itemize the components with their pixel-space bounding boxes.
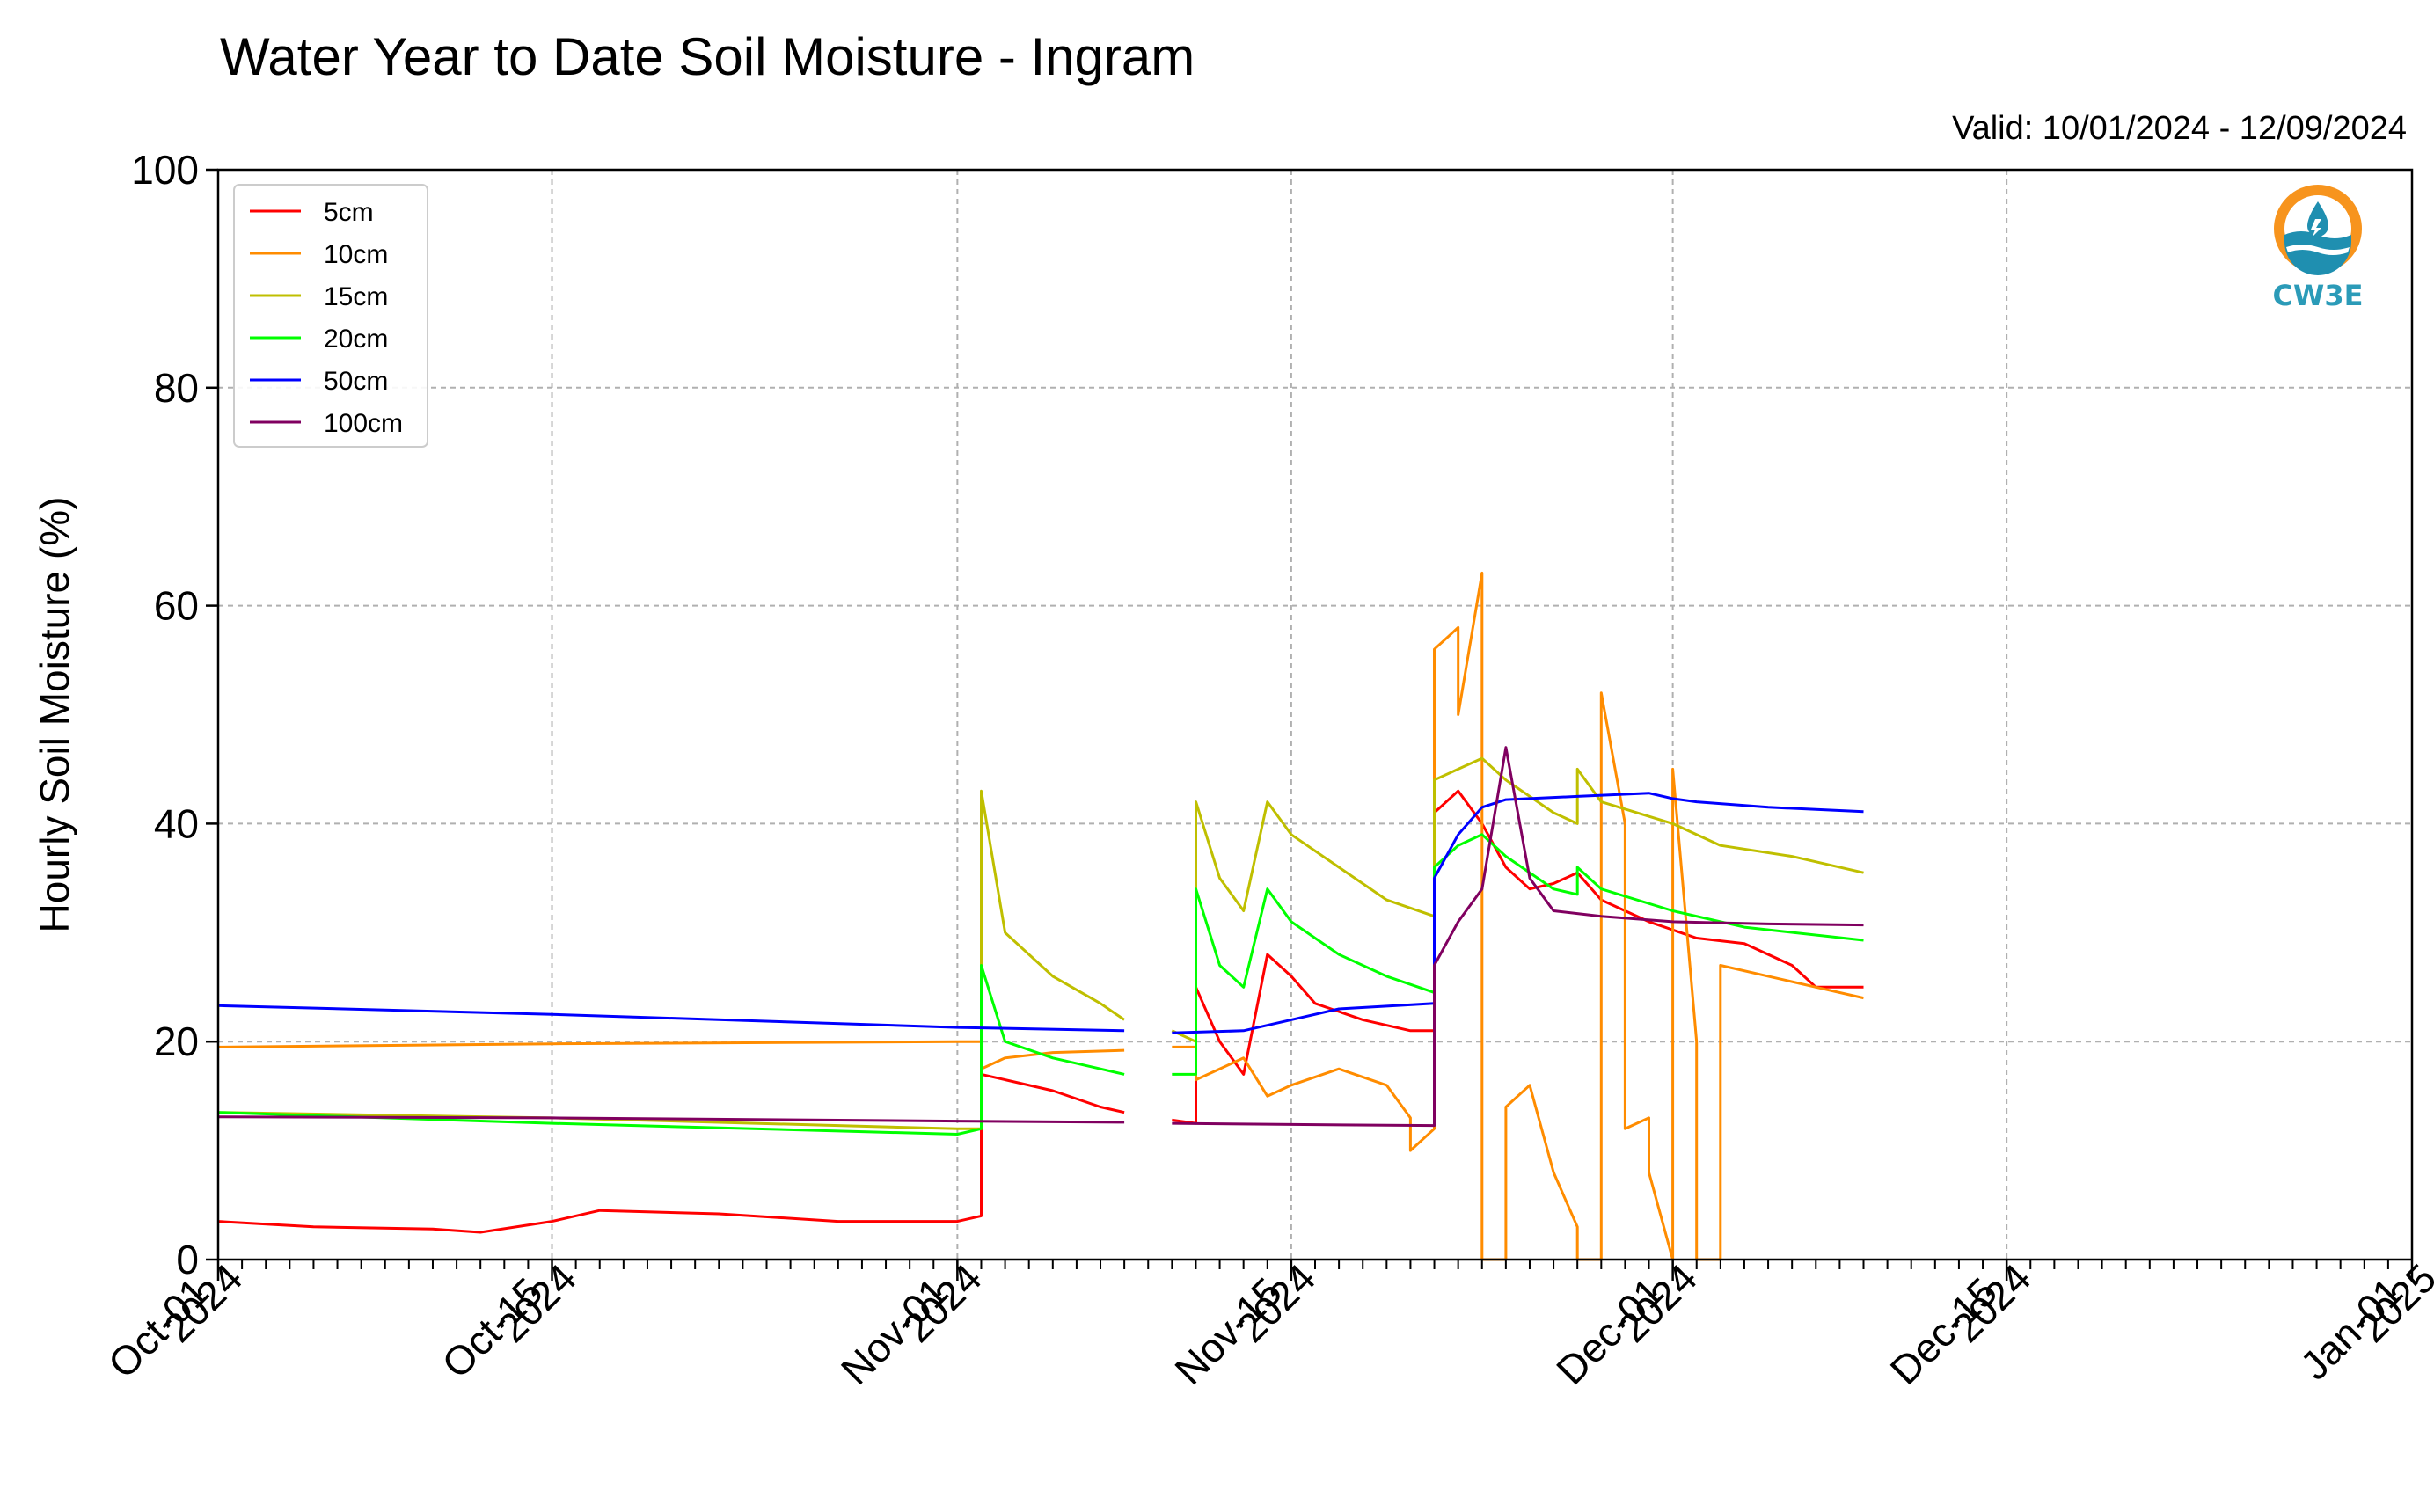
chart-subtitle: Valid: 10/01/2024 - 12/09/2024: [1952, 110, 2407, 147]
legend-label: 15cm: [324, 282, 388, 311]
y-tick-label: 20: [154, 1019, 199, 1064]
y-tick-label: 40: [154, 800, 199, 846]
legend-label: 100cm: [324, 409, 403, 438]
legend-label: 5cm: [324, 198, 374, 227]
y-tick-label: 0: [176, 1237, 199, 1282]
legend-label: 10cm: [324, 240, 388, 269]
series-line-50cm: [217, 792, 1864, 1034]
y-tick-label: 60: [154, 583, 199, 629]
y-tick-label: 80: [154, 365, 199, 411]
cw3e-logo-icon: [2274, 185, 2362, 275]
y-tick-label: 100: [131, 147, 199, 193]
legend-label: 20cm: [324, 325, 388, 354]
chart-title: Water Year to Date Soil Moisture - Ingra…: [220, 27, 1195, 86]
grid-lines: [217, 169, 2413, 1260]
plot-frame: [216, 168, 2414, 1261]
series-line-15cm: [217, 756, 1864, 1130]
series-line-100cm: [217, 746, 1864, 1128]
legend-label: 50cm: [324, 367, 388, 396]
cw3e-logo: CW3E: [2256, 180, 2379, 325]
y-axis-label: Hourly Soil Moisture (%): [32, 497, 77, 933]
cw3e-logo-text: CW3E: [2272, 279, 2364, 312]
legend: 5cm 10cm 15cm 20cm 50cm 100cm: [233, 184, 428, 448]
series-line-20cm: [217, 833, 1864, 1136]
series-layer: [217, 571, 1864, 1261]
series-line-5cm: [217, 789, 1864, 1234]
